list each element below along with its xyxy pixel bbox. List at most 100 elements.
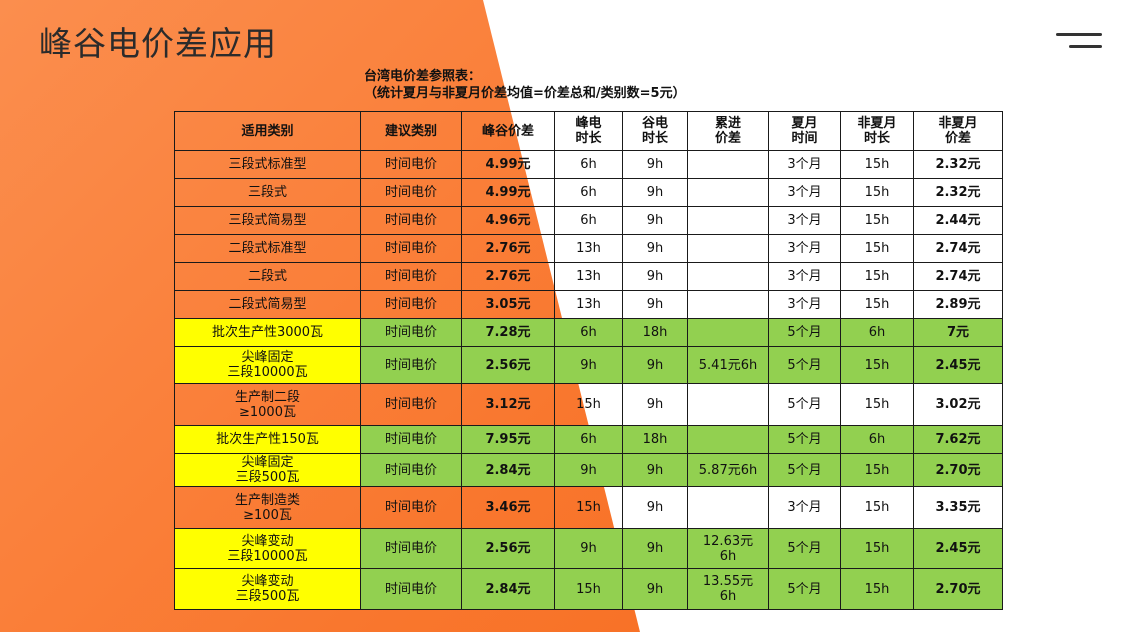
summer-months-cell: 5个月: [768, 425, 841, 454]
category-cell: 尖峰固定 三段500瓦: [174, 453, 361, 487]
progressive-diff-cell: [687, 383, 769, 426]
peak-valley-diff-cell: 7.95元: [461, 425, 555, 454]
nonsummer-hours-cell: 15h: [840, 262, 914, 291]
valley-hours-cell: 18h: [622, 425, 688, 454]
valley-hours-cell: 9h: [622, 234, 688, 263]
nonsummer-hours-cell: 15h: [840, 528, 914, 569]
col-header-nonsummer-hours: 非夏月 时长: [840, 111, 914, 151]
peak-hours-cell: 9h: [554, 453, 623, 487]
peak-hours-cell: 15h: [554, 568, 623, 610]
suggested-type-cell: 时间电价: [360, 486, 462, 529]
nonsummer-hours-cell: 15h: [840, 234, 914, 263]
category-cell: 批次生产性150瓦: [174, 425, 361, 454]
valley-hours-cell: 9h: [622, 262, 688, 291]
valley-hours-cell: 9h: [622, 290, 688, 319]
progressive-diff-cell: 5.87元6h: [687, 453, 769, 487]
peak-hours-cell: 9h: [554, 346, 623, 384]
summer-months-cell: 5个月: [768, 318, 841, 347]
nonsummer-hours-cell: 15h: [840, 453, 914, 487]
summer-months-cell: 5个月: [768, 528, 841, 569]
suggested-type-cell: 时间电价: [360, 178, 462, 207]
category-cell: 尖峰变动 三段10000瓦: [174, 528, 361, 569]
suggested-type-cell: 时间电价: [360, 528, 462, 569]
peak-hours-cell: 13h: [554, 290, 623, 319]
menu-line-bottom: [1069, 45, 1102, 48]
peak-valley-diff-cell: 3.12元: [461, 383, 555, 426]
summer-months-cell: 3个月: [768, 206, 841, 235]
progressive-diff-cell: 5.41元6h: [687, 346, 769, 384]
table-row: 三段式 时间电价 4.99元 6h 9h 3个月 15h 2.32元: [174, 178, 1003, 207]
peak-valley-diff-cell: 2.84元: [461, 453, 555, 487]
progressive-diff-cell: [687, 318, 769, 347]
nonsummer-hours-cell: 15h: [840, 383, 914, 426]
peak-valley-diff-cell: 7.28元: [461, 318, 555, 347]
progressive-diff-cell: [687, 262, 769, 291]
progressive-diff-cell: [687, 486, 769, 529]
nonsummer-diff-cell: 2.45元: [913, 528, 1003, 569]
valley-hours-cell: 9h: [622, 453, 688, 487]
valley-hours-cell: 9h: [622, 383, 688, 426]
col-header-category: 适用类别: [174, 111, 361, 151]
category-cell: 三段式简易型: [174, 206, 361, 235]
summer-months-cell: 3个月: [768, 262, 841, 291]
category-cell: 二段式简易型: [174, 290, 361, 319]
suggested-type-cell: 时间电价: [360, 206, 462, 235]
nonsummer-hours-cell: 15h: [840, 150, 914, 179]
table-row: 尖峰固定 三段500瓦 时间电价 2.84元 9h 9h 5.87元6h 5个月 15h 2.7…: [174, 453, 1003, 487]
peak-valley-diff-cell: 4.99元: [461, 178, 555, 207]
table-row: 生产制二段 ≥1000瓦 时间电价 3.12元 15h 9h 5个月 15h 3.02元: [174, 383, 1003, 426]
valley-hours-cell: 9h: [622, 568, 688, 610]
summer-months-cell: 3个月: [768, 290, 841, 319]
category-cell: 生产制造类 ≥100瓦: [174, 486, 361, 529]
progressive-diff-cell: [687, 150, 769, 179]
progressive-diff-cell: [687, 206, 769, 235]
peak-hours-cell: 6h: [554, 318, 623, 347]
progressive-diff-cell: [687, 425, 769, 454]
category-cell: 三段式标准型: [174, 150, 361, 179]
col-header-summer-months: 夏月 时间: [768, 111, 841, 151]
suggested-type-cell: 时间电价: [360, 425, 462, 454]
price-difference-table: 适用类别 建议类别 峰谷价差 峰电 时长 谷电 时长 累进 价差 夏月 时间 非…: [174, 111, 1003, 610]
peak-valley-diff-cell: 4.99元: [461, 150, 555, 179]
progressive-diff-cell: [687, 178, 769, 207]
table-row: 尖峰变动 三段10000瓦 时间电价 2.56元 9h 9h 12.63元 6h 5个月 15…: [174, 528, 1003, 569]
nonsummer-hours-cell: 15h: [840, 290, 914, 319]
summer-months-cell: 5个月: [768, 346, 841, 384]
peak-hours-cell: 13h: [554, 262, 623, 291]
valley-hours-cell: 9h: [622, 206, 688, 235]
category-cell: 二段式: [174, 262, 361, 291]
nonsummer-hours-cell: 15h: [840, 206, 914, 235]
table-row: 二段式 时间电价 2.76元 13h 9h 3个月 15h 2.74元: [174, 262, 1003, 291]
progressive-diff-cell: 13.55元 6h: [687, 568, 769, 610]
nonsummer-diff-cell: 2.32元: [913, 178, 1003, 207]
suggested-type-cell: 时间电价: [360, 318, 462, 347]
table-row: 生产制造类 ≥100瓦 时间电价 3.46元 15h 9h 3个月 15h 3.35元: [174, 486, 1003, 529]
suggested-type-cell: 时间电价: [360, 568, 462, 610]
nonsummer-hours-cell: 15h: [840, 178, 914, 207]
table-row: 二段式简易型 时间电价 3.05元 13h 9h 3个月 15h 2.89元: [174, 290, 1003, 319]
header-row: 适用类别 建议类别 峰谷价差 峰电 时长 谷电 时长 累进 价差 夏月 时间 非…: [174, 111, 1003, 151]
menu-icon[interactable]: [1056, 33, 1104, 51]
nonsummer-diff-cell: 2.45元: [913, 346, 1003, 384]
col-header-progressive-diff: 累进 价差: [687, 111, 769, 151]
progressive-diff-cell: 12.63元 6h: [687, 528, 769, 569]
table-row: 批次生产性3000瓦 时间电价 7.28元 6h 18h 5个月 6h 7元: [174, 318, 1003, 347]
suggested-type-cell: 时间电价: [360, 262, 462, 291]
menu-line-top: [1056, 33, 1102, 36]
table-row: 三段式标准型 时间电价 4.99元 6h 9h 3个月 15h 2.32元: [174, 150, 1003, 179]
category-cell: 二段式标准型: [174, 234, 361, 263]
nonsummer-diff-cell: 7元: [913, 318, 1003, 347]
table-row: 二段式标准型 时间电价 2.76元 13h 9h 3个月 15h 2.74元: [174, 234, 1003, 263]
caption-line-2: （统计夏月与非夏月价差均值=价差总和/类别数=5元）: [364, 86, 686, 101]
summer-months-cell: 3个月: [768, 486, 841, 529]
suggested-type-cell: 时间电价: [360, 383, 462, 426]
summer-months-cell: 3个月: [768, 178, 841, 207]
peak-hours-cell: 9h: [554, 528, 623, 569]
category-cell: 尖峰固定 三段10000瓦: [174, 346, 361, 384]
peak-hours-cell: 15h: [554, 383, 623, 426]
category-cell: 尖峰变动 三段500瓦: [174, 568, 361, 610]
peak-hours-cell: 13h: [554, 234, 623, 263]
table-row: 尖峰变动 三段500瓦 时间电价 2.84元 15h 9h 13.55元 6h 5个月 15h…: [174, 568, 1003, 610]
suggested-type-cell: 时间电价: [360, 453, 462, 487]
valley-hours-cell: 9h: [622, 150, 688, 179]
